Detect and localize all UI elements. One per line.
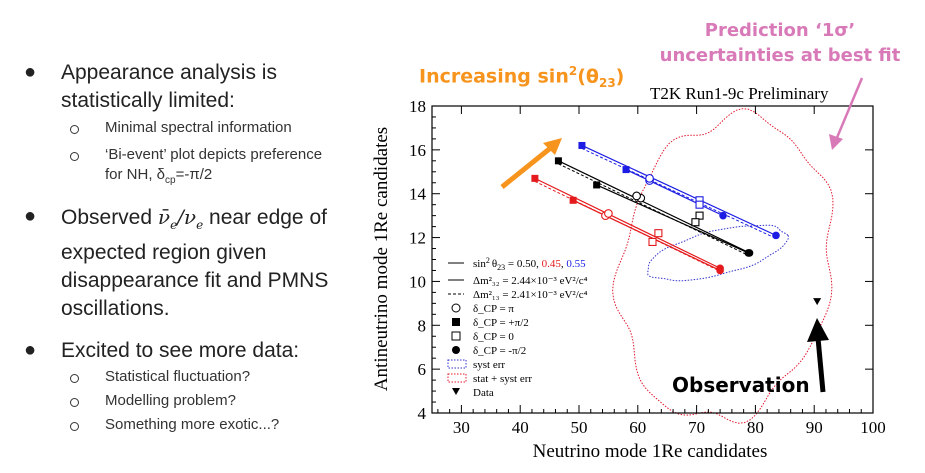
x-tick-label: 90: [806, 418, 823, 437]
legend-stat-syst: stat + syst err: [473, 373, 532, 385]
series-line-nh: [558, 160, 750, 254]
legend-dcp-plus-half-pi: δ_CP = +π/2: [473, 317, 529, 329]
marker-plus-half-pi: [622, 166, 630, 174]
marker-plus-half-pi: [569, 196, 577, 204]
legend-stat-syst-box: [447, 373, 467, 383]
data-point: [813, 298, 822, 306]
marker-plus-half-pi: [554, 157, 562, 165]
marker-plus-half-pi: [593, 181, 601, 189]
prediction-arrow-shaft: [834, 77, 864, 141]
y-tick-label: 8: [418, 316, 427, 335]
prediction-annotation: Prediction ‘1σ’ uncertainties at best fi…: [635, 18, 925, 68]
observation-arrow-head: [807, 318, 829, 342]
bullet-dot: ●: [24, 205, 37, 227]
sub-bullet-dot: [70, 125, 79, 134]
marker-minus-half-pi: [744, 249, 753, 257]
marker-minus-half-pi: [719, 211, 727, 220]
chart-title: T2K Run1-9c Preliminary: [650, 84, 829, 103]
series-line-ih: [625, 169, 724, 217]
bullet-list: ● Appearance analysis is statistically l…: [0, 0, 380, 473]
series-line-ih: [596, 184, 749, 254]
y-tick-label: 6: [418, 360, 427, 379]
bullet-excited: Excited to see more data:: [61, 339, 300, 362]
bullet-appearance: Appearance analysis is statistically lim…: [61, 61, 277, 112]
y-axis-label: Antineutrino mode 1Re candidates: [371, 127, 392, 391]
legend-syst: syst err: [473, 359, 505, 371]
marker-zero: [695, 200, 704, 209]
x-tick-label: 30: [453, 418, 470, 437]
x-tick-label: 60: [629, 418, 646, 437]
prediction-line2: uncertainties at best fit: [659, 45, 901, 66]
marker-pi: [604, 209, 613, 218]
marker-pi: [632, 191, 641, 201]
marker-plus-half-pi: [531, 174, 539, 182]
increasing-annotation: Increasing sin2(θ23): [419, 64, 625, 91]
series-line-dashed: [558, 163, 750, 257]
marker-pi: [645, 174, 654, 183]
syst-contour: [647, 224, 790, 282]
y-tick-label: 4: [418, 404, 427, 423]
y-tick-label: 12: [409, 229, 426, 248]
sub-bullet-dot: [70, 422, 79, 431]
prediction-arrow-head: [829, 134, 843, 150]
legend-dm13: Δm²₁₃ = 2.41×10⁻³ eV²/c⁴: [473, 289, 588, 301]
x-axis-label: Neutrino mode 1Re candidates: [533, 441, 768, 462]
legend-dm32: Δm²₃₂ = 2.44×10⁻³ eV²/c⁴: [473, 275, 588, 287]
series-line-nh: [534, 177, 721, 269]
sub-bullet-dot: [70, 374, 79, 383]
bullet-observed: Observed ν̄e/νe near edge of expected re…: [61, 205, 329, 320]
legend-sin2: sin2 θ23 = 0.50, 0.45, 0.55: [473, 256, 586, 272]
legend-syst-box: [447, 359, 467, 369]
legend-open-circle: [451, 303, 461, 313]
legend-dcp-zero: δ_CP = 0: [473, 331, 514, 343]
x-tick-label: 100: [860, 418, 886, 437]
x-tick-label: 80: [747, 418, 764, 437]
x-tick-label: 70: [688, 418, 705, 437]
marker-zero: [654, 229, 663, 238]
series-line-dashed: [581, 148, 777, 239]
sub-bullet-dot: [70, 398, 79, 407]
marker-plus-half-pi: [578, 141, 586, 149]
observation-annotation: Observation: [672, 373, 810, 397]
legend-open-square: [451, 331, 461, 341]
legend-data: Data: [473, 387, 494, 399]
increasing-arrow-shaft: [500, 144, 555, 189]
sub-bullet-modelling: Modelling problem?: [105, 392, 236, 409]
increasing-arrow-head: [543, 138, 562, 155]
stat-syst-contour: [612, 108, 834, 424]
legend-filled-square: [452, 318, 460, 326]
prediction-line1: Prediction ‘1σ’: [704, 20, 856, 41]
chart-legend: sin2 θ23 = 0.50, 0.45, 0.55 Δm²₃₂ = 2.44×…: [447, 256, 588, 399]
marker-minus-half-pi: [716, 266, 724, 275]
sub-bullet-exotic: Something more exotic...?: [105, 416, 280, 433]
x-tick-label: 50: [571, 418, 588, 437]
sub-bullet-spectral: Minimal spectral information: [105, 119, 292, 136]
bullet-dot: ●: [24, 339, 37, 361]
legend-data-triangle: [452, 388, 460, 395]
sub-bullet-bievent: ‘Bi-event’ plot depicts preference for N…: [105, 146, 323, 186]
legend-dcp-minus-half-pi: δ_CP = -π/2: [473, 345, 526, 357]
y-tick-label: 14: [409, 185, 427, 204]
marker-minus-half-pi: [772, 231, 780, 240]
series-line-nh: [581, 144, 777, 236]
observation-arrow-shaft: [815, 337, 826, 393]
x-tick-label: 40: [512, 418, 529, 437]
bullet-dot: ●: [24, 61, 37, 83]
sub-bullet-fluctuation: Statistical fluctuation?: [105, 368, 251, 385]
series-line-ih: [572, 199, 721, 272]
y-tick-label: 18: [409, 97, 426, 116]
y-tick-label: 10: [409, 272, 426, 291]
marker-zero: [695, 211, 704, 220]
marker-zero: [648, 237, 657, 247]
marker-zero: [691, 218, 700, 227]
sub-bullet-dot: [70, 152, 79, 161]
y-tick-label: 16: [409, 141, 426, 160]
legend-filled-circle: [452, 346, 460, 354]
legend-dcp-pi: δ_CP = π: [473, 303, 514, 315]
